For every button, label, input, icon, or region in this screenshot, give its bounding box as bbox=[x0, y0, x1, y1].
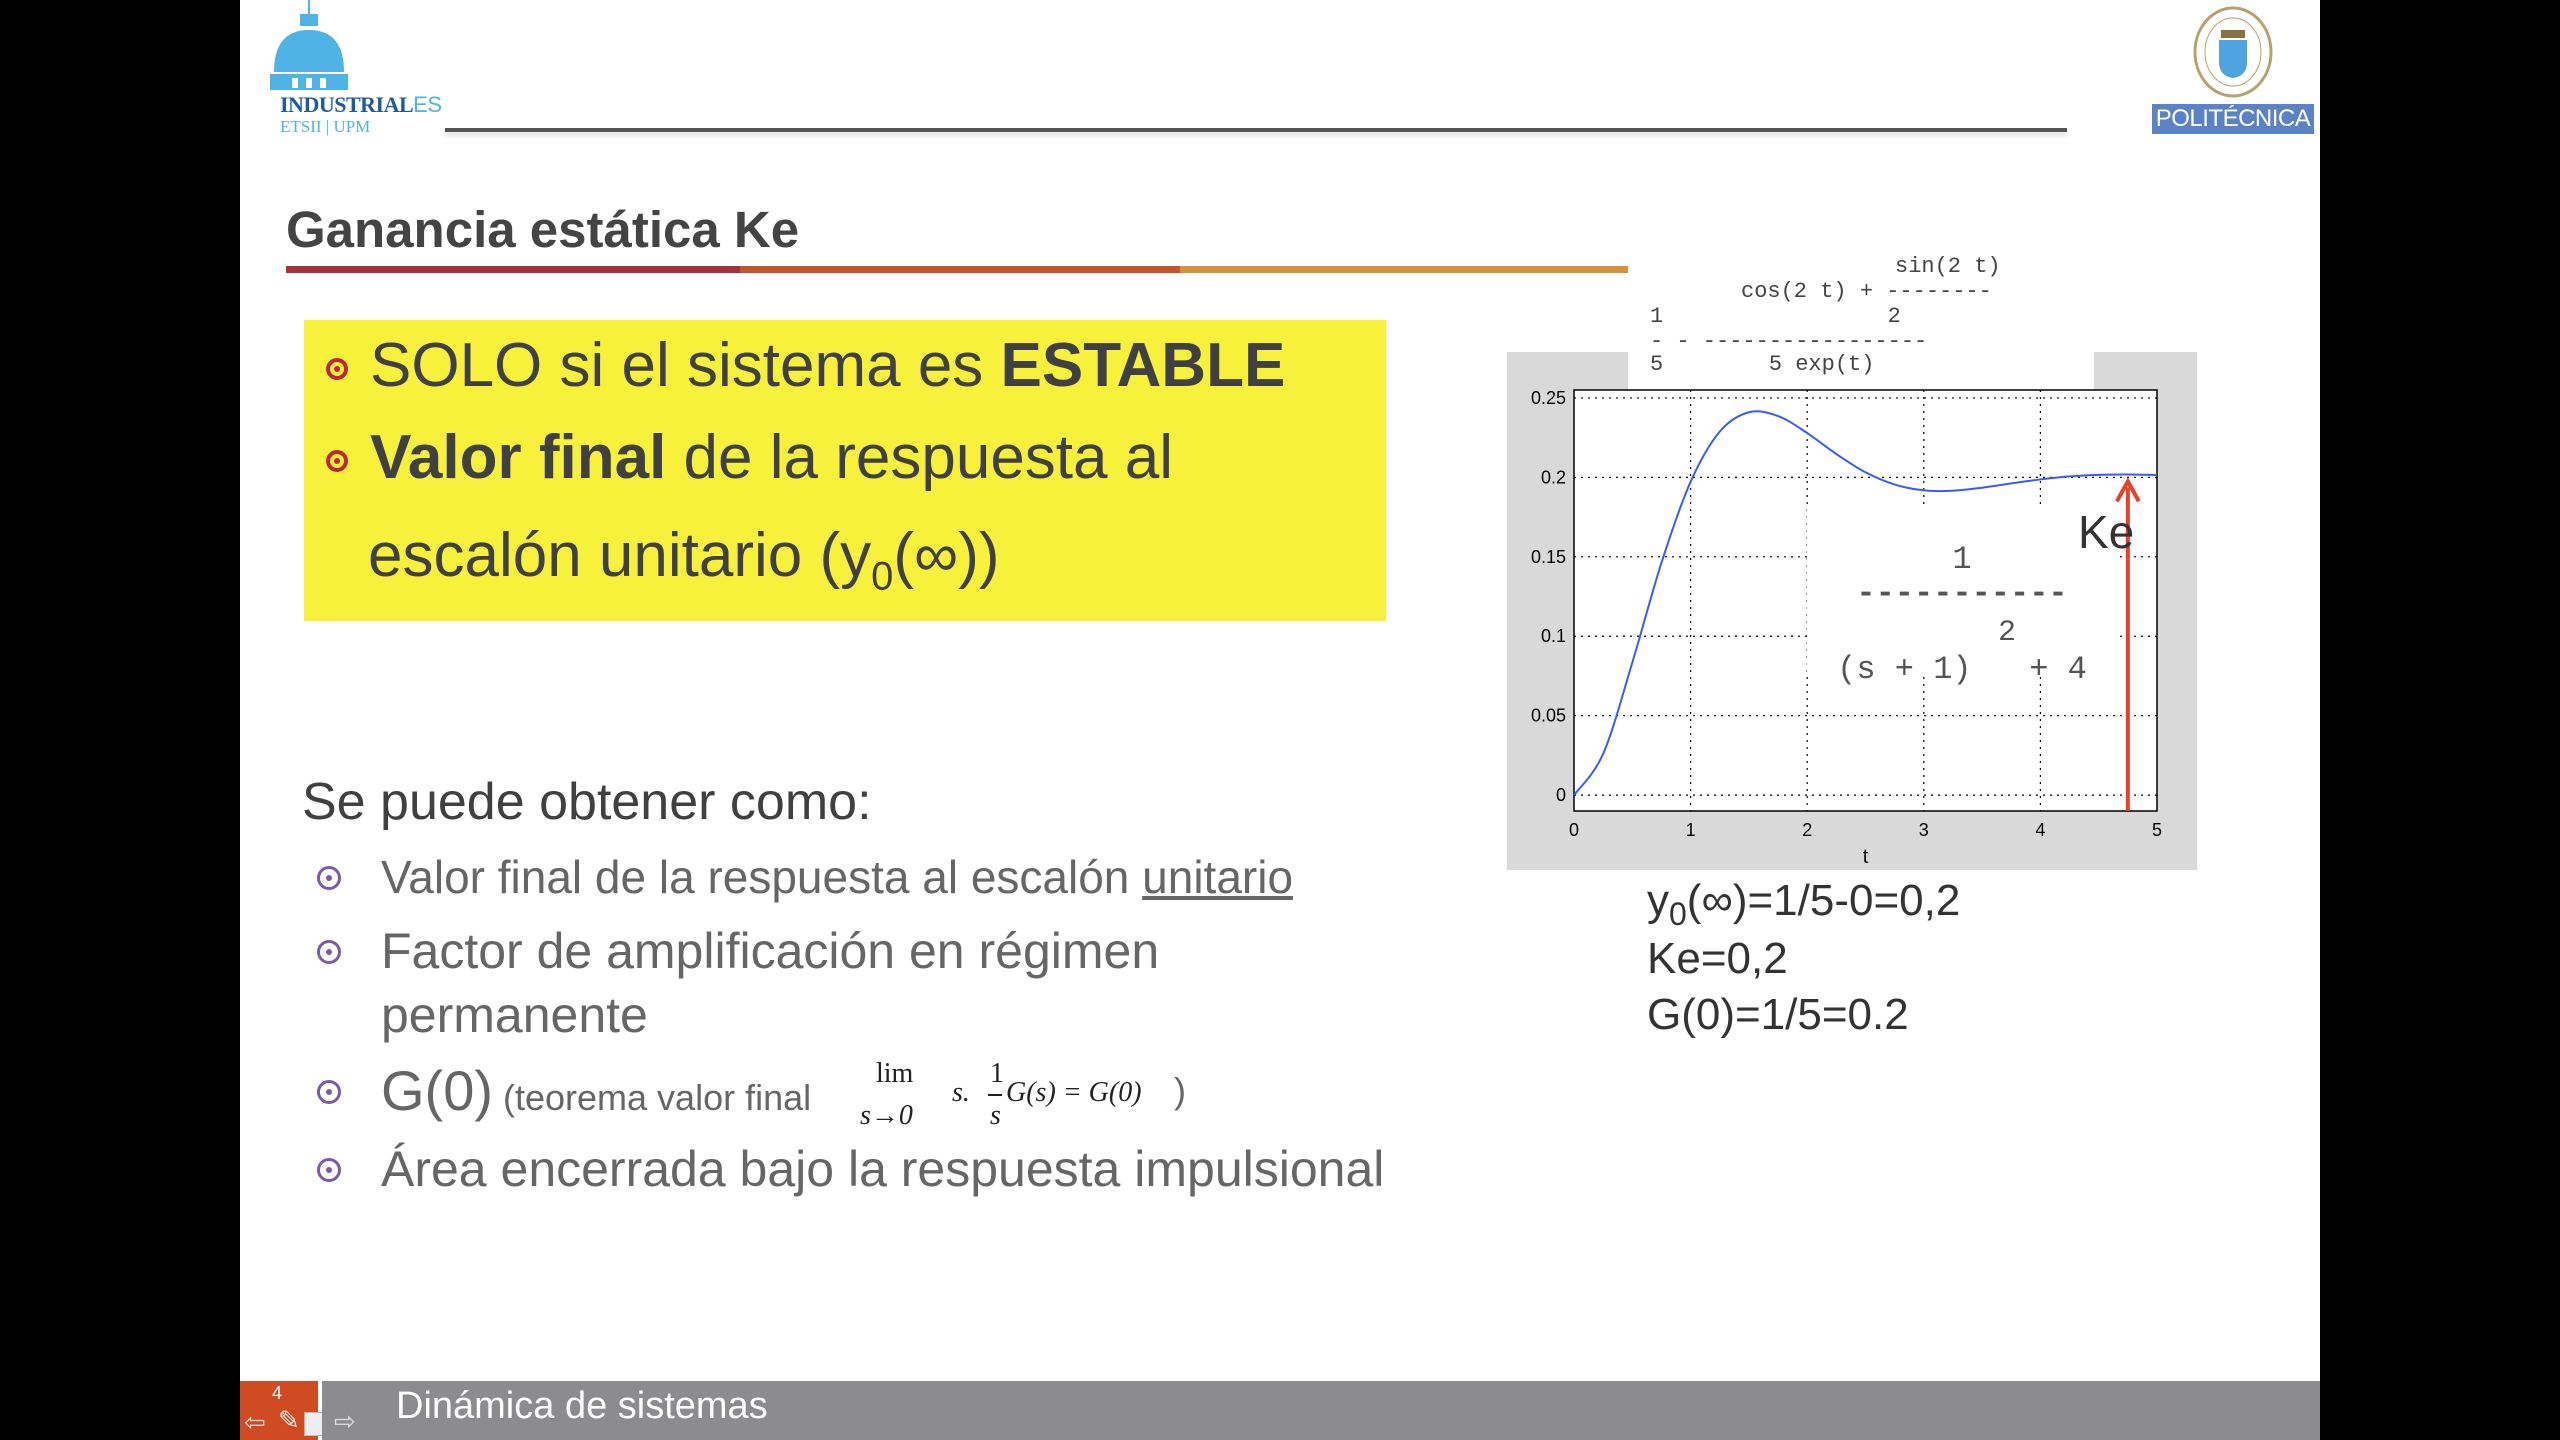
politecnica-badge: POLITÉCNICA bbox=[2152, 104, 2314, 134]
chart-title-line: - - ----------------- bbox=[1650, 329, 1927, 354]
pen-icon[interactable]: ✎ bbox=[278, 1405, 300, 1435]
dome-logo-icon bbox=[270, 0, 348, 90]
title-underline-orange-red bbox=[740, 266, 1180, 273]
page-title: Ganancia estática Ke bbox=[286, 201, 800, 258]
formula-den: s bbox=[990, 1100, 1001, 1131]
slide-number-box: 4 ⇦ ✎ bbox=[240, 1381, 318, 1440]
bullet-icon bbox=[317, 1080, 341, 1104]
bullet-estable: SOLO si el sistema es ESTABLE bbox=[370, 331, 1286, 400]
next-slide-icon[interactable]: ⇨ bbox=[334, 1406, 356, 1436]
ke-arrow-head-icon bbox=[2115, 477, 2141, 503]
item-factor-line2: permanente bbox=[381, 987, 648, 1043]
result-ke: Ke=0,2 bbox=[1647, 934, 1788, 983]
chart-title-line: sin(2 t) bbox=[1895, 254, 2001, 279]
item-area-impulsional: Área encerrada bajo la respuesta impulsi… bbox=[381, 1141, 1385, 1197]
item-g0: G(0) (teorema valor final bbox=[381, 1059, 812, 1122]
x-axis-label: t bbox=[1863, 846, 1869, 868]
y-tick-label: 0.15 bbox=[1531, 547, 1566, 567]
transfer-function-denominator: (s + 1) + 4 bbox=[1837, 651, 2087, 688]
x-tick-label: 5 bbox=[2152, 820, 2162, 840]
transfer-function-numerator: 1 bbox=[1952, 541, 1971, 578]
result-g0: G(0)=1/5=0.2 bbox=[1647, 990, 1909, 1039]
formula-rest: G(s) = G(0) bbox=[1006, 1077, 1142, 1108]
y-tick-label: 0.2 bbox=[1541, 467, 1566, 487]
title-underline-red bbox=[286, 266, 740, 273]
bullet-icon bbox=[326, 450, 348, 472]
x-tick-label: 4 bbox=[2035, 820, 2045, 840]
slide: INDUSTRIALES ETSII | UPM POLITÉCNICA Gan… bbox=[240, 0, 2320, 1440]
etsii-upm-logo-text: ETSII | UPM bbox=[280, 117, 371, 136]
x-tick-label: 2 bbox=[1802, 820, 1812, 840]
title-underline-orange bbox=[1180, 266, 1868, 273]
x-tick-label: 0 bbox=[1569, 820, 1579, 840]
formula-limit-under: s→0 bbox=[860, 1100, 913, 1131]
bullet-icon bbox=[317, 1158, 341, 1182]
upm-seal-icon bbox=[2193, 6, 2273, 98]
result-y0: y0(∞)=1/5-0=0,2 bbox=[1647, 876, 1961, 932]
formula-lim: lim bbox=[876, 1058, 914, 1089]
chart-title-line: 1 2 bbox=[1650, 304, 1901, 329]
chart-title-line: 5 5 exp(t) bbox=[1650, 352, 1874, 377]
step-response-line bbox=[1573, 410, 2158, 796]
ke-label: Ke bbox=[2078, 506, 2134, 558]
formula-fraction-bar bbox=[988, 1094, 1002, 1096]
chart-title-line: cos(2 t) + -------- bbox=[1741, 279, 1992, 304]
y-tick-label: 0 bbox=[1556, 785, 1566, 805]
x-tick-label: 3 bbox=[1919, 820, 1929, 840]
bullet-icon bbox=[326, 358, 348, 380]
step-response-chart: 0 1 2 3 4 5 0 0.05 0.1 0.15 0.2 0.25 t sin(2 t)cos(2 … bbox=[1507, 240, 2197, 870]
y-tick-label: 0.1 bbox=[1541, 626, 1566, 646]
footer-title: Dinámica de sistemas bbox=[396, 1385, 768, 1427]
bullet-continuation: escalón unitario (y0(∞)) bbox=[368, 521, 1000, 599]
item-factor-amplificacion: Factor de amplificación en régimen bbox=[381, 923, 1160, 979]
chart-title-background bbox=[1628, 240, 2094, 392]
y-tick-label: 0.05 bbox=[1531, 706, 1566, 726]
item-valor-final: Valor final de la respuesta al escalón u… bbox=[381, 851, 1294, 903]
highlight-box: SOLO si el sistema es ESTABLE Valor fina… bbox=[304, 320, 1386, 621]
formula-num: 1 bbox=[990, 1058, 1004, 1089]
header-divider bbox=[445, 128, 2067, 132]
y-tick-label: 0.25 bbox=[1531, 388, 1566, 408]
bullet-icon bbox=[317, 866, 341, 890]
annotation-background bbox=[1807, 505, 2117, 675]
bullet-valor-final: Valor final de la respuesta al bbox=[370, 423, 1173, 492]
formula-close-paren: ) bbox=[1174, 1070, 1186, 1111]
intro-text: Se puede obtener como: bbox=[302, 773, 872, 831]
transfer-function-bar: ----------- bbox=[1856, 575, 2067, 612]
bullet-icon bbox=[317, 940, 341, 964]
previous-slide-icon[interactable]: ⇦ bbox=[244, 1407, 266, 1437]
transfer-function-exponent: 2 bbox=[1998, 616, 2016, 650]
industriales-logo-text: INDUSTRIALES bbox=[280, 92, 442, 117]
formula-s: s. bbox=[952, 1077, 970, 1108]
x-tick-label: 1 bbox=[1686, 820, 1696, 840]
slide-number: 4 bbox=[272, 1383, 283, 1403]
footer-bar bbox=[322, 1381, 2320, 1440]
